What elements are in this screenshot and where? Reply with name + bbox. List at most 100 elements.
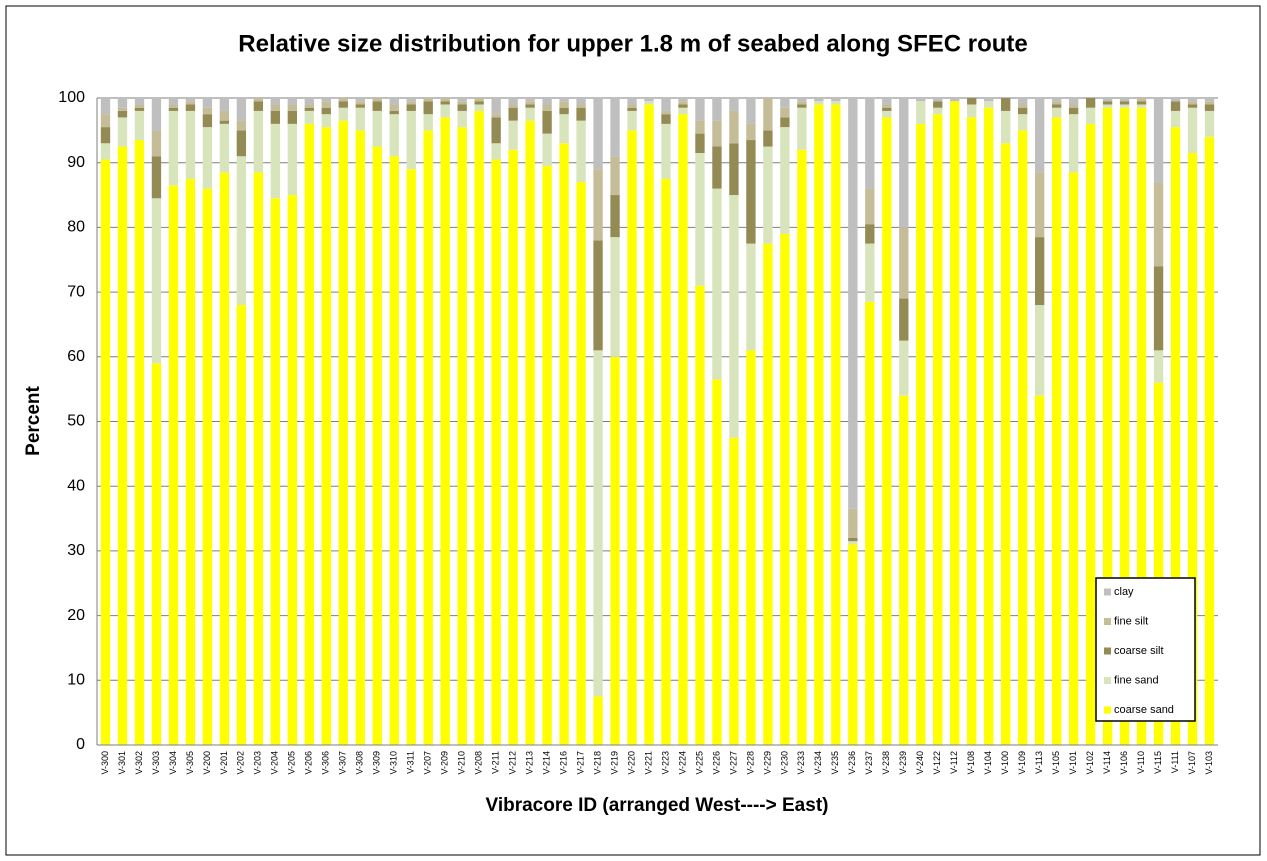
legend-swatch [1104,677,1111,684]
x-tick-label: V-220 [626,751,636,775]
bar-segment [491,114,501,118]
bar-segment [678,104,688,108]
legend-swatch [1104,706,1111,714]
bar-segment [712,146,722,189]
bar-segment [202,127,213,189]
bar-segment [134,107,145,111]
bar-segment [151,98,162,131]
bar-segment [253,172,264,745]
bar-segment [287,123,297,196]
x-tick-label: V-100 [1000,751,1010,775]
bar-segment [627,107,637,111]
bar-segment [525,101,535,105]
bar-segment [474,110,484,745]
x-tick-label: V-110 [1136,751,1146,774]
legend-swatch [1104,588,1111,596]
bar-segment [1001,143,1011,746]
bar-segment [372,101,382,111]
y-tick-label: 100 [58,89,85,106]
bar-segment [695,133,705,153]
bar-segment [270,104,281,111]
bar-segment [593,98,603,170]
bar-segment [1051,104,1062,108]
bar-segment [1204,136,1215,745]
bar-segment [1085,98,1096,108]
x-tick-label: V-223 [660,751,670,775]
bar-segment [542,104,552,111]
bar-segment [1068,172,1079,745]
bar-segment [542,98,552,105]
bar-segment [1102,101,1113,105]
bar-segment [848,537,858,542]
x-tick-label: V-212 [508,751,518,775]
bar-segment [729,195,739,438]
bar-segment [372,146,382,745]
bar-segment [1034,98,1045,173]
bar-segment [321,98,331,102]
bar-segment [1068,98,1079,105]
bar-segment [219,110,230,121]
bar-segment [168,185,179,746]
bar-segment [593,350,603,697]
legend-swatch [1104,618,1111,625]
bar-segment [559,114,569,144]
bar-segment [542,110,552,134]
bar-segment [695,120,705,134]
bar-segment [1034,172,1045,238]
bar-segment [576,98,586,105]
bar-segment [100,98,111,115]
bar-segment [304,104,314,108]
bar-segment [287,104,297,111]
bar-segment [1102,107,1113,745]
bar-segment [270,110,281,124]
chart-title: Relative size distribution for upper 1.8… [238,30,1027,57]
bar-segment [1018,114,1028,131]
bar-segment [508,149,518,745]
bar-segment [525,104,535,108]
bar-segment [1136,101,1147,105]
bar-segment [1204,104,1215,111]
bar-segment [423,101,433,115]
bar-segment [950,98,960,102]
bar-segment [185,101,196,105]
bar-segment [627,110,637,131]
bar-segment [865,98,875,189]
bar-segment [916,98,926,102]
bar-segment [644,98,654,102]
bar-segment [185,178,196,745]
bar-segment [950,101,960,746]
x-tick-label: V-225 [694,751,704,775]
bar-segment [457,104,467,111]
bar-segment [491,98,501,115]
bar-segment [882,107,892,111]
legend-label: coarse sand [1114,704,1174,716]
bar-segment [1187,152,1198,745]
bar-segment [355,130,365,746]
bar-segment [508,107,518,121]
bar-segment [253,98,264,102]
bar-segment [117,146,128,745]
bar-segment [933,98,943,102]
bar-segment [168,98,179,105]
bar-segment [406,104,416,111]
bar-segment [1119,101,1130,105]
bar-segment [508,98,518,105]
bar-segment [678,101,688,105]
bar-segment [610,98,620,157]
x-tick-label: V-308 [355,751,365,775]
bar-segment [151,156,162,199]
y-tick-label: 20 [67,607,85,624]
bar-segment [236,156,247,306]
x-tick-label: V-108 [966,751,976,775]
bar-segment [168,107,179,111]
bar-segment [134,140,145,745]
bar-segment [168,110,179,186]
bar-segment [661,114,671,124]
bar-segment [1153,350,1164,383]
bar-segment [321,101,331,108]
bar-segment [372,98,382,102]
bar-segment [457,101,467,105]
x-tick-label: V-113 [1034,751,1044,774]
y-tick-label: 40 [67,477,85,494]
y-tick-label: 0 [76,736,85,753]
